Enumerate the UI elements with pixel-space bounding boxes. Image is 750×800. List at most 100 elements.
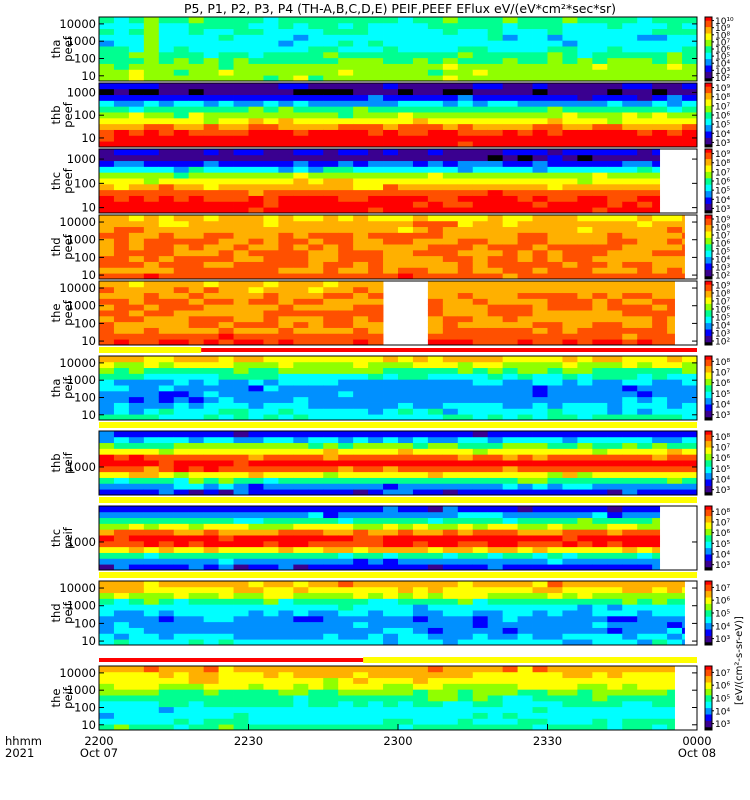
colorbar-cell — [705, 29, 712, 32]
spectrogram-cell — [652, 506, 661, 513]
spectrogram-cell — [412, 546, 429, 553]
spectrogram-cell — [398, 238, 414, 245]
spectrogram-cell — [667, 315, 675, 323]
spectrogram-cell — [667, 129, 683, 136]
spectrogram-cell — [113, 489, 130, 496]
spectrogram-cell — [158, 178, 175, 185]
spectrogram-cell — [442, 517, 459, 524]
spectrogram-cell — [577, 436, 593, 444]
spectrogram-cell — [472, 666, 489, 673]
spectrogram-cell — [173, 166, 190, 173]
colorbar-cell — [705, 239, 712, 242]
spectrogram-cell — [562, 552, 578, 559]
spectrogram-cell — [308, 83, 324, 90]
spectrogram-cell — [532, 448, 548, 455]
spectrogram-cell — [338, 321, 354, 328]
spectrogram-cell — [248, 57, 264, 64]
spectrogram-cell — [442, 141, 459, 148]
spectrogram-cell — [203, 286, 219, 294]
spectrogram-cell — [323, 201, 339, 208]
colorbar-cell — [705, 171, 712, 174]
spectrogram-cell — [143, 123, 160, 130]
spectrogram-cell — [637, 249, 653, 257]
spectrogram-cell — [607, 17, 623, 24]
colorbar-cell — [705, 256, 712, 259]
spectrogram-cell — [637, 639, 653, 646]
spectrogram-cell — [442, 327, 459, 334]
spectrogram-cell — [158, 431, 175, 438]
spectrogram-cell — [263, 51, 279, 59]
spectrogram-cell — [592, 677, 608, 684]
spectrogram-cell — [368, 195, 384, 202]
spectrogram-cell — [592, 489, 608, 496]
spectrogram-cell — [293, 546, 309, 553]
spectrogram-cell — [517, 215, 533, 222]
spectrogram-cell — [502, 552, 518, 559]
spectrogram-cell — [263, 511, 279, 519]
spectrogram-cell — [622, 215, 638, 222]
spectrogram-cell — [99, 724, 115, 731]
spectrogram-cell — [502, 529, 518, 536]
spectrogram-cell — [592, 471, 608, 478]
spectrogram-cell — [203, 112, 219, 119]
spectrogram-cell — [637, 442, 653, 449]
spectrogram-cell — [338, 22, 354, 30]
spectrogram-cell — [308, 677, 324, 684]
spectrogram-cell — [547, 298, 563, 305]
spectrogram-cell — [682, 483, 698, 490]
spectrogram-cell — [622, 465, 638, 473]
spectrogram-cell — [562, 238, 578, 245]
spectrogram-cell — [412, 34, 429, 41]
spectrogram-cell — [532, 666, 548, 673]
colorbar-cell — [705, 585, 712, 588]
spectrogram-cell — [158, 17, 175, 24]
spectrogram-cell — [383, 586, 399, 594]
spectrogram-cell — [383, 523, 399, 530]
colorbar-cell — [705, 434, 712, 437]
colorbar-cell — [705, 140, 712, 143]
spectrogram-cell — [353, 361, 369, 369]
spectrogram-cell — [188, 718, 205, 725]
colorbar-tick-label: 10³ — [715, 264, 730, 274]
spectrogram-cell — [338, 261, 354, 268]
colorbar-cell — [705, 680, 712, 683]
spectrogram-cell — [652, 615, 668, 623]
colorbar-cell — [705, 201, 712, 204]
spectrogram-cell — [517, 540, 533, 548]
spectrogram-cell — [128, 238, 145, 245]
spectrogram-cell — [308, 564, 324, 571]
spectrogram-cell — [188, 633, 205, 640]
spectrogram-cell — [173, 552, 190, 559]
spectrogram-cell — [338, 189, 354, 196]
spectrogram-cell — [383, 454, 399, 461]
spectrogram-cell — [323, 63, 339, 70]
spectrogram-cell — [472, 506, 489, 513]
colorbar-cell — [705, 281, 712, 284]
spectrogram-cell — [622, 718, 638, 725]
spectrogram-cell — [218, 356, 234, 363]
spectrogram-cell — [637, 666, 653, 673]
spectrogram-cell — [233, 69, 249, 76]
spectrogram-cell — [113, 106, 130, 113]
spectrogram-cell — [562, 546, 578, 553]
spectrogram-cell — [293, 327, 309, 334]
spectrogram-cell — [442, 261, 459, 268]
spectrogram-cell — [143, 135, 160, 142]
colorbar-cell — [705, 248, 712, 251]
spectrogram-cell — [113, 436, 130, 444]
spectrogram-cell — [502, 506, 518, 513]
colorbar-cell — [705, 635, 712, 638]
spectrogram-cell — [263, 373, 279, 380]
spectrogram-cell — [293, 46, 309, 53]
spectrogram-cell — [158, 123, 175, 130]
spectrogram-cell — [562, 244, 578, 251]
spectrogram-cell — [248, 255, 264, 262]
spectrogram-cell — [99, 207, 115, 214]
colorbar-cell — [705, 367, 712, 370]
spectrogram-cell — [532, 195, 548, 202]
spectrogram-cell — [368, 615, 384, 623]
spectrogram-cell — [233, 448, 249, 455]
spectrogram-cell — [457, 361, 474, 369]
spectrogram-cell — [308, 298, 324, 305]
spectrogram-cell — [278, 17, 294, 24]
